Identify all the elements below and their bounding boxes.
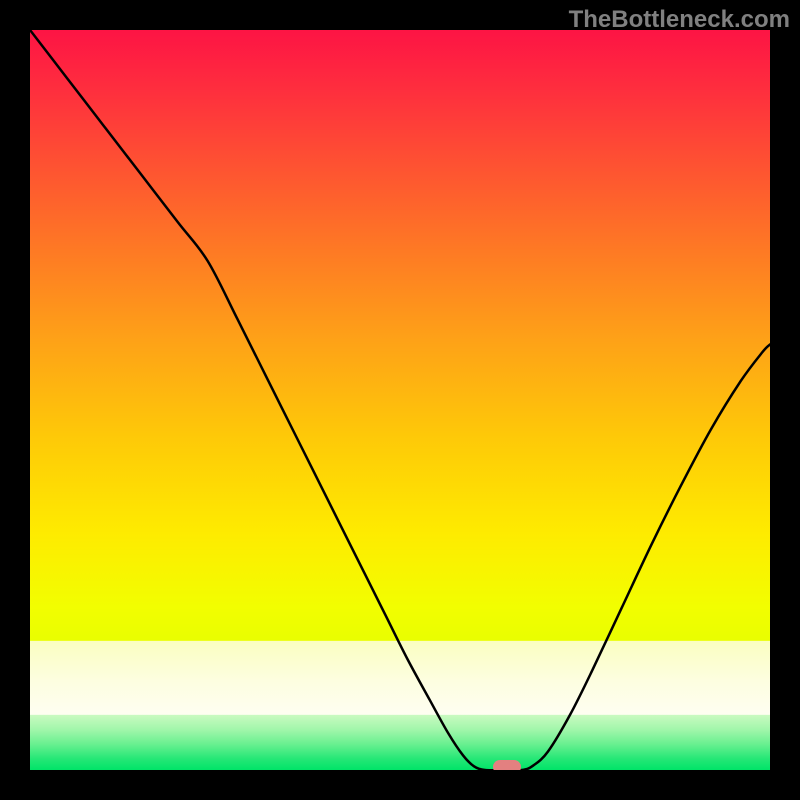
bottleneck-curve: [30, 30, 770, 770]
optimum-marker: [493, 760, 521, 770]
watermark-text: TheBottleneck.com: [569, 6, 790, 34]
plot-area: [30, 30, 770, 770]
